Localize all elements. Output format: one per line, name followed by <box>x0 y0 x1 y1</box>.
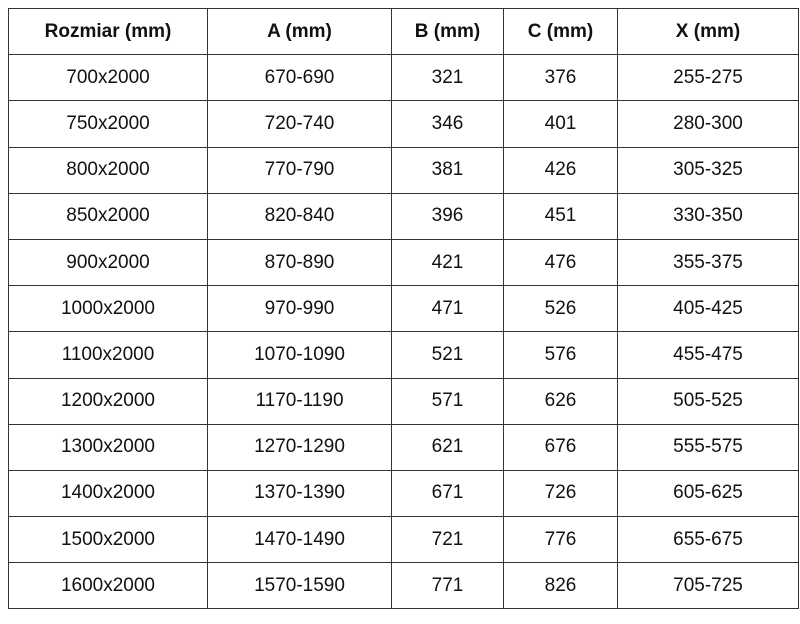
cell-rozmiar: 1300x2000 <box>8 423 208 471</box>
cell-x: 555-575 <box>617 423 799 471</box>
cell-rozmiar: 850x2000 <box>8 192 208 240</box>
cell-x: 405-425 <box>617 285 799 333</box>
cell-x: 605-625 <box>617 469 799 518</box>
cell-c: 376 <box>503 54 618 102</box>
cell-b: 381 <box>391 146 504 194</box>
cell-c: 401 <box>503 100 618 148</box>
cell-rozmiar: 1600x2000 <box>8 562 208 610</box>
cell-b: 671 <box>391 469 504 518</box>
cell-a: 670-690 <box>207 54 392 102</box>
cell-rozmiar: 900x2000 <box>8 238 208 287</box>
dimensions-table: Rozmiar (mm) A (mm) B (mm) C (mm) X (mm)… <box>8 7 799 610</box>
cell-c: 576 <box>503 331 618 379</box>
cell-c: 426 <box>503 146 618 194</box>
cell-a: 820-840 <box>207 192 392 240</box>
cell-x: 655-675 <box>617 516 799 564</box>
cell-a: 1170-1190 <box>207 377 392 425</box>
cell-a: 770-790 <box>207 146 392 194</box>
cell-b: 471 <box>391 285 504 333</box>
table-row: 900x2000 870-890 421 476 355-375 <box>8 238 799 287</box>
cell-x: 455-475 <box>617 331 799 379</box>
cell-a: 970-990 <box>207 285 392 333</box>
table-row: 850x2000 820-840 396 451 330-350 <box>8 192 799 240</box>
cell-a: 1270-1290 <box>207 423 392 471</box>
cell-rozmiar: 1000x2000 <box>8 285 208 333</box>
cell-b: 721 <box>391 516 504 564</box>
cell-rozmiar: 800x2000 <box>8 146 208 194</box>
header-b: B (mm) <box>391 7 504 56</box>
cell-c: 676 <box>503 423 618 471</box>
cell-x: 705-725 <box>617 562 799 610</box>
cell-a: 1370-1390 <box>207 469 392 518</box>
table-row: 700x2000 670-690 321 376 255-275 <box>8 54 799 102</box>
cell-x: 330-350 <box>617 192 799 240</box>
cell-c: 776 <box>503 516 618 564</box>
cell-b: 521 <box>391 331 504 379</box>
cell-x: 280-300 <box>617 100 799 148</box>
cell-c: 726 <box>503 469 618 518</box>
cell-a: 870-890 <box>207 238 392 287</box>
header-rozmiar: Rozmiar (mm) <box>8 7 208 56</box>
cell-c: 626 <box>503 377 618 425</box>
table-row: 750x2000 720-740 346 401 280-300 <box>8 100 799 148</box>
table-row: 1200x2000 1170-1190 571 626 505-525 <box>8 377 799 425</box>
cell-a: 720-740 <box>207 100 392 148</box>
cell-rozmiar: 750x2000 <box>8 100 208 148</box>
cell-a: 1470-1490 <box>207 516 392 564</box>
cell-rozmiar: 700x2000 <box>8 54 208 102</box>
cell-rozmiar: 1500x2000 <box>8 516 208 564</box>
cell-b: 396 <box>391 192 504 240</box>
cell-b: 321 <box>391 54 504 102</box>
cell-c: 826 <box>503 562 618 610</box>
cell-c: 476 <box>503 238 618 287</box>
header-x: X (mm) <box>617 7 799 56</box>
cell-b: 346 <box>391 100 504 148</box>
cell-b: 421 <box>391 238 504 287</box>
cell-b: 621 <box>391 423 504 471</box>
table-row: 800x2000 770-790 381 426 305-325 <box>8 146 799 194</box>
table-row: 1000x2000 970-990 471 526 405-425 <box>8 285 799 333</box>
cell-x: 255-275 <box>617 54 799 102</box>
cell-a: 1570-1590 <box>207 562 392 610</box>
cell-c: 526 <box>503 285 618 333</box>
cell-x: 355-375 <box>617 238 799 287</box>
cell-x: 305-325 <box>617 146 799 194</box>
cell-x: 505-525 <box>617 377 799 425</box>
cell-b: 771 <box>391 562 504 610</box>
table-row: 1400x2000 1370-1390 671 726 605-625 <box>8 469 799 518</box>
cell-rozmiar: 1100x2000 <box>8 331 208 379</box>
table-row: 1300x2000 1270-1290 621 676 555-575 <box>8 423 799 471</box>
cell-b: 571 <box>391 377 504 425</box>
cell-c: 451 <box>503 192 618 240</box>
table-row: 1600x2000 1570-1590 771 826 705-725 <box>8 562 799 610</box>
header-c: C (mm) <box>503 7 618 56</box>
cell-rozmiar: 1200x2000 <box>8 377 208 425</box>
table-row: 1100x2000 1070-1090 521 576 455-475 <box>8 331 799 379</box>
cell-rozmiar: 1400x2000 <box>8 469 208 518</box>
cell-a: 1070-1090 <box>207 331 392 379</box>
header-a: A (mm) <box>207 7 392 56</box>
table-row: 1500x2000 1470-1490 721 776 655-675 <box>8 516 799 564</box>
header-row: Rozmiar (mm) A (mm) B (mm) C (mm) X (mm) <box>8 7 799 56</box>
